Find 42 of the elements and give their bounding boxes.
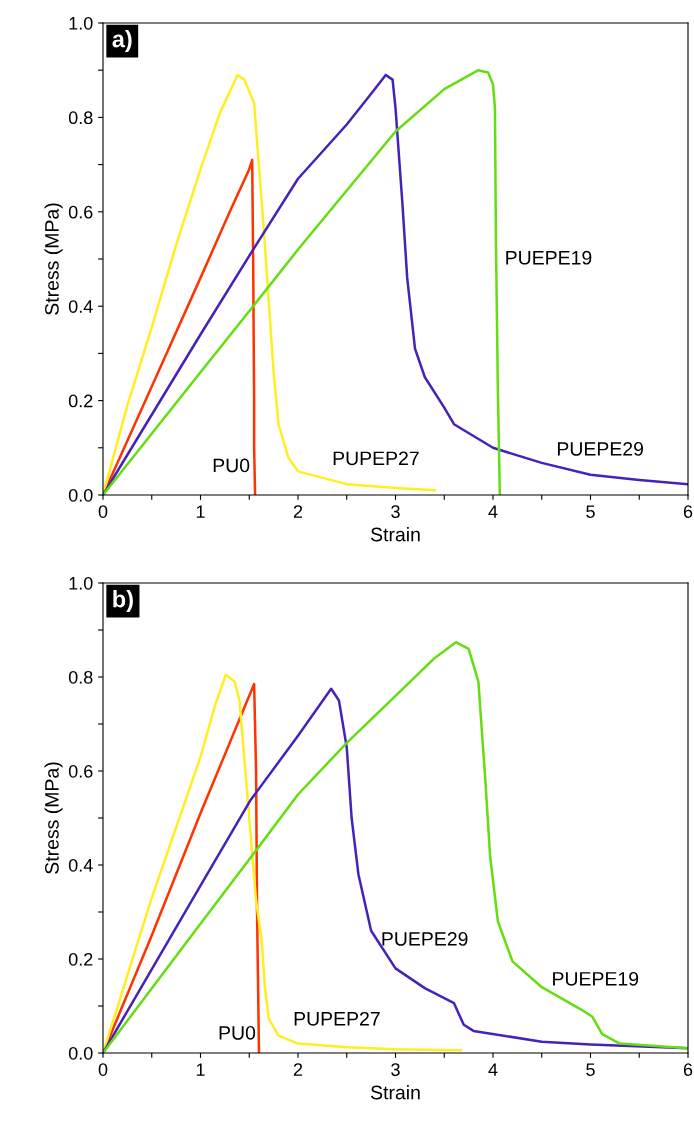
x-tick-label: 1: [196, 1063, 205, 1076]
y-tick-label: 0.2: [68, 952, 93, 966]
x-axis-title: Strain: [370, 1085, 420, 1100]
series-label: PUEPE19: [553, 971, 639, 986]
y-axis-title: Stress (MPa): [44, 203, 63, 315]
line-series: [103, 68, 502, 495]
y-tick-label: 0.0: [68, 488, 93, 502]
annotation: b): [113, 590, 133, 613]
x-tick-label: 4: [488, 505, 498, 518]
series-label: PUEPE29: [557, 441, 643, 456]
y-tick-label: 1.0: [69, 16, 93, 30]
y-tick-label: 0.8: [68, 670, 93, 684]
y-tick-label: 0.2: [68, 394, 93, 408]
x-axis-title: Strain: [370, 527, 420, 542]
x-tick-label: 3: [391, 1063, 400, 1076]
x-tick-label: 0: [98, 505, 108, 518]
x-tick-label: 6: [683, 505, 693, 518]
y-tick-label: 1.0: [69, 576, 93, 590]
x-tick-label: 5: [586, 505, 595, 518]
y-tick-label: 0.0: [68, 1046, 93, 1060]
series-label: PUEPE19: [506, 250, 592, 265]
series-label: PUPEP27: [333, 451, 419, 466]
annotation: a): [112, 30, 132, 53]
x-tick-label: 2: [293, 1063, 303, 1076]
series-label: PU0: [213, 458, 250, 473]
x-tick-label: 1: [196, 505, 205, 518]
series-label: PUEPE29: [382, 931, 468, 946]
x-tick-label: 4: [488, 1063, 498, 1076]
x-tick-label: 6: [683, 1063, 693, 1076]
x-tick-label: 0: [98, 1063, 108, 1076]
series-label: PU0: [219, 1025, 256, 1040]
y-tick-label: 0.8: [68, 111, 93, 125]
x-tick-label: 3: [391, 505, 400, 518]
y-axis-title: Stress (MPa): [44, 762, 63, 874]
y-tick-label: 0.4: [68, 300, 93, 313]
x-tick-label: 2: [293, 505, 303, 518]
x-tick-label: 5: [586, 1063, 595, 1076]
y-tick-label: 0.6: [68, 764, 93, 778]
line-series: [103, 73, 436, 495]
y-tick-label: 0.4: [68, 858, 93, 872]
series-label: PUPEP27: [294, 1011, 380, 1026]
y-tick-label: 0.6: [68, 205, 93, 219]
